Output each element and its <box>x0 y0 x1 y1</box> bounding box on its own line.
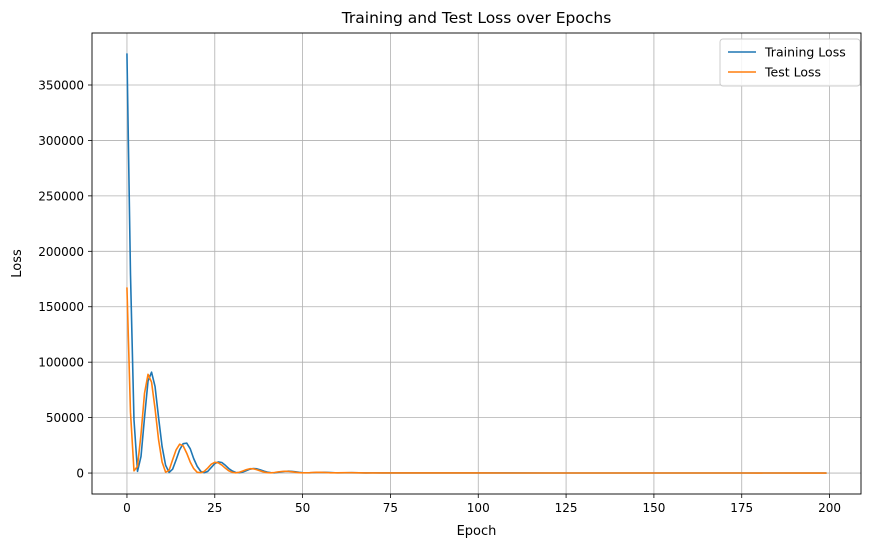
y-tick-label: 200000 <box>38 245 84 259</box>
y-tick-label: 50000 <box>46 411 84 425</box>
y-tick-label: 350000 <box>38 78 84 92</box>
legend-box <box>719 38 861 87</box>
chart-title: Training and Test Loss over Epochs <box>341 9 612 27</box>
x-tick-label: 175 <box>730 501 753 515</box>
x-tick-label: 50 <box>295 501 310 515</box>
y-tick-label: 100000 <box>38 356 84 370</box>
y-tick-label: 300000 <box>38 134 84 148</box>
x-tick-label: 25 <box>207 501 222 515</box>
y-tick-label: 0 <box>76 467 84 481</box>
y-tick-label: 150000 <box>38 300 84 314</box>
x-tick-label: 150 <box>642 501 665 515</box>
x-tick-label: 200 <box>818 501 841 515</box>
x-tick-label: 75 <box>383 501 398 515</box>
y-axis-label: Loss <box>10 249 25 278</box>
y-axis-ticks: 0 50000 100000 150000 200000 250000 300000 3500… <box>38 78 92 481</box>
x-tick-label: 100 <box>467 501 490 515</box>
x-tick-label: 0 <box>123 501 131 515</box>
x-tick-label: 125 <box>555 501 578 515</box>
legend-label: Test Loss <box>764 65 821 80</box>
plot-area <box>92 33 861 494</box>
x-axis-ticks: 0 25 50 75 100 125 150 175 200 <box>123 494 841 515</box>
x-axis-label: Epoch <box>457 524 497 539</box>
series-layer <box>126 53 827 474</box>
legend-label: Training Loss <box>764 45 846 60</box>
y-tick-label: 250000 <box>38 189 84 203</box>
series-line-test-loss <box>126 287 827 474</box>
legend: Training Loss Test Loss <box>719 38 861 87</box>
axes-frame <box>91 32 862 495</box>
